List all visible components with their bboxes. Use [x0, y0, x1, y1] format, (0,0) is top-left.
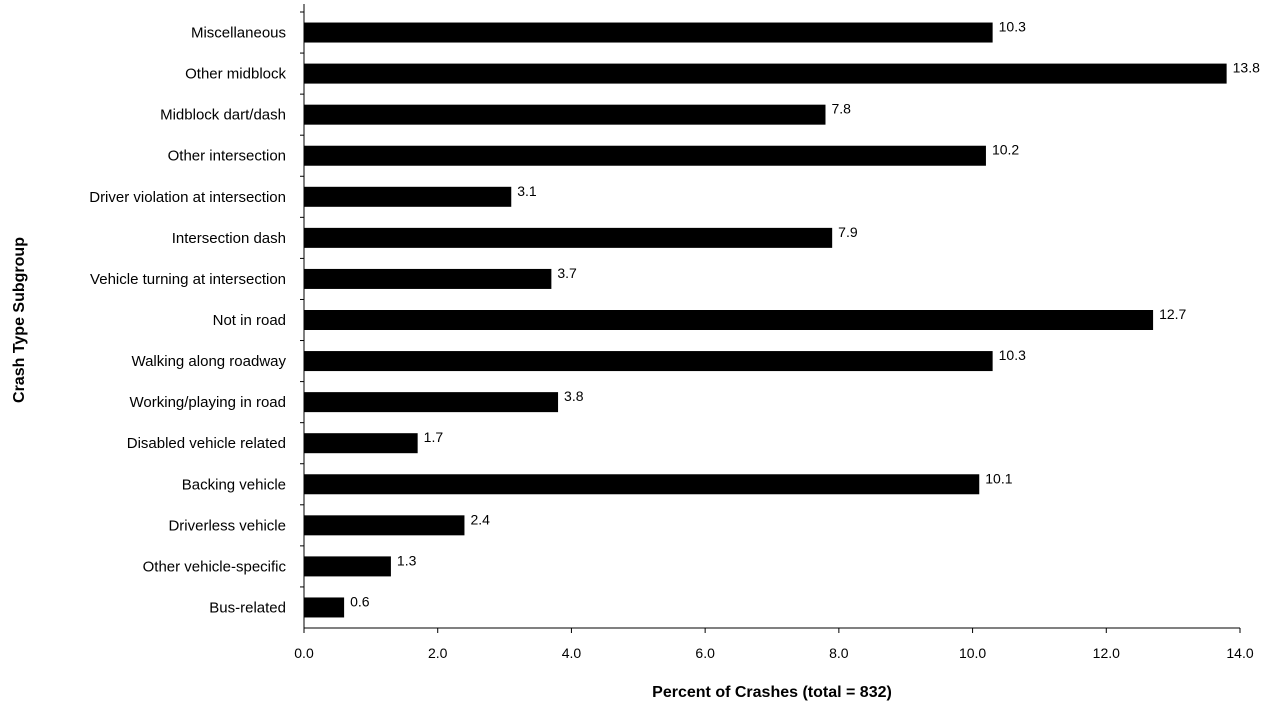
data-label: 10.1	[985, 470, 1012, 486]
category-label: Driver violation at intersection	[89, 189, 286, 206]
category-label: Other midblock	[185, 66, 286, 83]
data-label: 12.7	[1159, 306, 1186, 322]
category-label: Bus-related	[209, 599, 286, 616]
bar	[304, 351, 993, 372]
x-tick-label: 4.0	[562, 645, 582, 661]
bar	[304, 474, 980, 495]
category-label: Working/playing in road	[130, 394, 286, 411]
x-tick-label: 8.0	[829, 645, 849, 661]
category-label: Driverless vehicle	[168, 517, 286, 534]
data-label: 10.3	[999, 19, 1026, 35]
category-labels-group: Miscellaneous Other midblock Midblock dart…	[89, 25, 286, 617]
data-label: 3.8	[564, 388, 584, 404]
data-label: 13.8	[1233, 60, 1260, 76]
data-label: 1.7	[424, 429, 444, 445]
x-tick-label: 12.0	[1093, 645, 1120, 661]
x-tick-label: 0.0	[294, 645, 314, 661]
bar	[304, 22, 993, 43]
data-label: 3.7	[557, 265, 577, 281]
data-label: 7.9	[838, 224, 858, 240]
bar	[304, 392, 559, 413]
category-label: Other vehicle-specific	[143, 558, 287, 575]
bar	[304, 186, 512, 207]
bar	[304, 145, 986, 166]
x-tick-label: 10.0	[959, 645, 986, 661]
bar	[304, 268, 552, 289]
x-ticks-group: 0.0 2.0 4.0 6.0 8.0 10.0 12.0 14.0	[294, 11, 1254, 661]
bar	[304, 515, 465, 536]
x-tick-label: 14.0	[1226, 645, 1253, 661]
value-labels-group: 10.3 13.8 7.8 10.2 3.1 7.9 3.7 12.7 10.3 3.8 1.7 10…	[350, 19, 1260, 610]
x-tick-label: 2.0	[428, 645, 448, 661]
bars-group	[304, 22, 1227, 618]
x-axis-title: Percent of Crashes (total = 832)	[652, 684, 892, 701]
category-label: Walking along roadway	[131, 353, 286, 370]
bar	[304, 227, 833, 248]
bar	[304, 104, 826, 125]
category-label: Miscellaneous	[191, 25, 286, 42]
data-label: 1.3	[397, 552, 417, 568]
bar	[304, 556, 391, 577]
category-label: Not in road	[213, 312, 286, 329]
data-label: 3.1	[517, 183, 537, 199]
category-label: Intersection dash	[172, 230, 286, 247]
category-label: Vehicle turning at intersection	[90, 271, 286, 288]
bar	[304, 310, 1154, 330]
bar	[304, 433, 418, 454]
bar	[304, 597, 345, 618]
category-label: Midblock dart/dash	[160, 107, 286, 124]
x-tick-label: 6.0	[695, 645, 715, 661]
y-axis-title: Crash Type Subgroup	[11, 237, 28, 403]
category-label: Backing vehicle	[182, 476, 286, 493]
category-label: Disabled vehicle related	[127, 435, 286, 452]
data-label: 10.2	[992, 142, 1019, 158]
data-label: 10.3	[999, 347, 1026, 363]
data-label: 0.6	[350, 593, 370, 609]
data-label: 2.4	[470, 511, 490, 527]
bar	[304, 63, 1227, 84]
category-label: Other intersection	[168, 148, 286, 165]
axes-group	[303, 4, 1240, 629]
data-label: 7.8	[831, 101, 851, 117]
